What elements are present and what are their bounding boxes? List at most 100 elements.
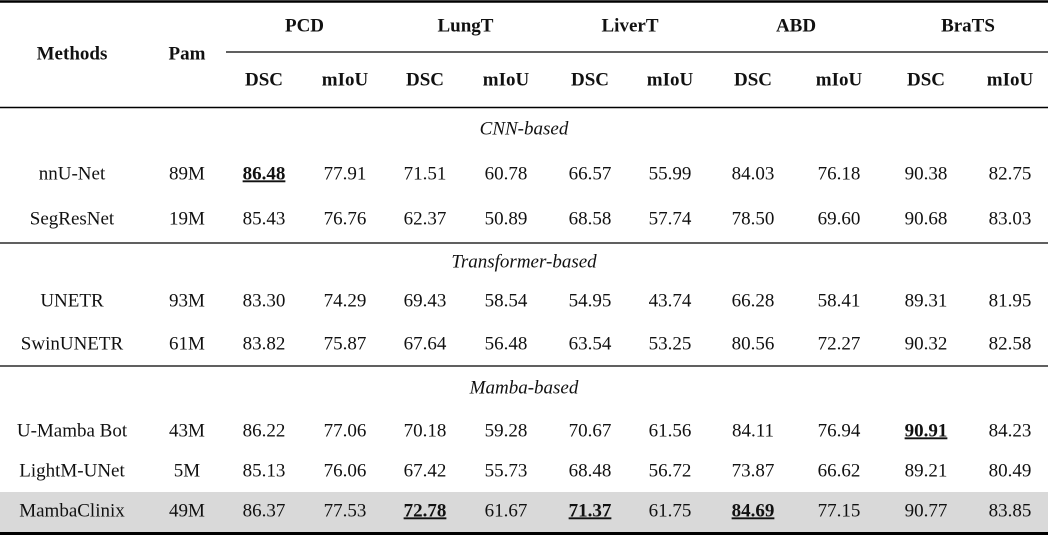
group-header: BraTS: [941, 15, 995, 36]
metric-value: 80.49: [989, 460, 1032, 481]
metric-value: 56.48: [485, 333, 528, 354]
param-count: 61M: [169, 333, 205, 354]
metric-value: 59.28: [485, 420, 528, 441]
metric-value: 67.42: [404, 460, 447, 481]
method-name: U-Mamba Bot: [17, 420, 128, 441]
metric-value: 69.43: [404, 290, 447, 311]
param-count: 19M: [169, 208, 205, 229]
metric-value: 70.67: [569, 420, 612, 441]
metric-value: 73.87: [732, 460, 775, 481]
metric-value: 54.95: [569, 290, 612, 311]
metric-header: mIoU: [987, 69, 1034, 90]
metric-value: 85.13: [243, 460, 286, 481]
metric-header: mIoU: [647, 69, 694, 90]
metric-value: 86.22: [243, 420, 286, 441]
metric-value: 71.37: [569, 500, 612, 521]
metric-value: 76.18: [818, 163, 861, 184]
metric-header: DSC: [907, 69, 945, 90]
metric-value: 85.43: [243, 208, 286, 229]
metric-value: 76.06: [324, 460, 367, 481]
metric-value: 43.74: [649, 290, 692, 311]
section-label: CNN-based: [480, 118, 569, 139]
highlight-row: [0, 492, 1048, 532]
method-name: LightM-UNet: [19, 460, 125, 481]
param-count: 89M: [169, 163, 205, 184]
param-count: 5M: [174, 460, 201, 481]
metric-value: 66.28: [732, 290, 775, 311]
metric-value: 90.68: [905, 208, 948, 229]
metric-value: 90.91: [905, 420, 948, 441]
method-name: UNETR: [40, 290, 104, 311]
section-label: Transformer-based: [451, 251, 597, 272]
metric-header: mIoU: [322, 69, 369, 90]
group-header: LiverT: [602, 15, 659, 36]
method-name: MambaClinix: [19, 500, 125, 521]
metric-value: 66.62: [818, 460, 861, 481]
group-header: ABD: [776, 15, 816, 36]
metric-value: 83.85: [989, 500, 1032, 521]
param-count: 93M: [169, 290, 205, 311]
param-count: 43M: [169, 420, 205, 441]
metric-value: 76.76: [324, 208, 367, 229]
metric-header: DSC: [245, 69, 283, 90]
metric-header: mIoU: [816, 69, 863, 90]
metric-value: 61.56: [649, 420, 692, 441]
metric-value: 72.27: [818, 333, 861, 354]
metric-value: 53.25: [649, 333, 692, 354]
metric-value: 77.53: [324, 500, 367, 521]
metric-value: 58.54: [485, 290, 528, 311]
metric-value: 77.91: [324, 163, 367, 184]
metric-value: 55.73: [485, 460, 528, 481]
metric-value: 57.74: [649, 208, 692, 229]
metric-value: 90.38: [905, 163, 948, 184]
metric-value: 75.87: [324, 333, 367, 354]
metric-header: DSC: [406, 69, 444, 90]
group-header: PCD: [285, 15, 324, 36]
metric-value: 67.64: [404, 333, 447, 354]
metric-value: 89.21: [905, 460, 948, 481]
method-name: SegResNet: [30, 208, 115, 229]
metric-value: 56.72: [649, 460, 692, 481]
param-count: 49M: [169, 500, 205, 521]
metric-value: 84.11: [732, 420, 774, 441]
metric-value: 82.75: [989, 163, 1032, 184]
metric-value: 89.31: [905, 290, 948, 311]
metric-value: 77.15: [818, 500, 861, 521]
metric-value: 70.18: [404, 420, 447, 441]
metric-value: 74.29: [324, 290, 367, 311]
metric-value: 55.99: [649, 163, 692, 184]
metric-value: 71.51: [404, 163, 447, 184]
metric-value: 50.89: [485, 208, 528, 229]
metric-value: 76.94: [818, 420, 861, 441]
group-header: LungT: [438, 15, 494, 36]
metric-value: 90.32: [905, 333, 948, 354]
methods-header: Methods: [37, 43, 108, 64]
metric-value: 86.48: [243, 163, 286, 184]
metric-value: 61.75: [649, 500, 692, 521]
metric-value: 72.78: [404, 500, 447, 521]
method-name: nnU-Net: [39, 163, 106, 184]
metric-value: 60.78: [485, 163, 528, 184]
metric-value: 83.03: [989, 208, 1032, 229]
metric-value: 84.03: [732, 163, 775, 184]
metric-value: 61.67: [485, 500, 528, 521]
metric-value: 86.37: [243, 500, 286, 521]
method-name: SwinUNETR: [21, 333, 124, 354]
metric-value: 82.58: [989, 333, 1032, 354]
metric-header: DSC: [734, 69, 772, 90]
section-label: Mamba-based: [469, 377, 579, 398]
metric-value: 81.95: [989, 290, 1032, 311]
metric-header: mIoU: [483, 69, 530, 90]
metric-value: 66.57: [569, 163, 612, 184]
metric-value: 58.41: [818, 290, 861, 311]
metric-value: 90.77: [905, 500, 948, 521]
metric-value: 62.37: [404, 208, 447, 229]
metric-value: 83.82: [243, 333, 286, 354]
metric-value: 84.69: [732, 500, 775, 521]
metric-value: 80.56: [732, 333, 775, 354]
params-header: Pam: [169, 43, 206, 64]
metric-value: 78.50: [732, 208, 775, 229]
metric-value: 84.23: [989, 420, 1032, 441]
metric-value: 63.54: [569, 333, 612, 354]
